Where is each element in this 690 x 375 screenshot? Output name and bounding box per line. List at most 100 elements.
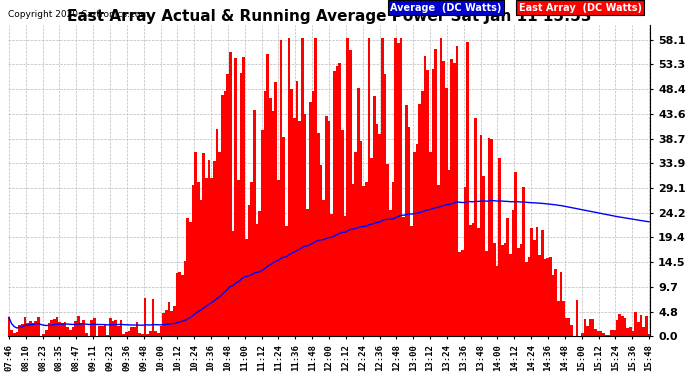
Bar — [389, 210, 392, 336]
Bar — [546, 258, 549, 336]
Bar — [258, 211, 261, 336]
Bar — [319, 165, 322, 336]
Bar — [637, 322, 640, 336]
Bar — [533, 240, 535, 336]
Bar — [306, 209, 309, 336]
Bar — [400, 38, 402, 336]
Bar — [170, 311, 173, 336]
Bar — [53, 318, 56, 336]
Bar — [130, 327, 133, 336]
Bar — [426, 70, 429, 336]
Bar — [218, 152, 221, 336]
Bar — [357, 88, 359, 336]
Bar — [23, 316, 26, 336]
Bar — [615, 320, 618, 336]
Bar — [312, 91, 315, 336]
Bar — [133, 327, 136, 336]
Bar — [10, 330, 13, 336]
Bar — [482, 176, 485, 336]
Bar — [571, 325, 573, 336]
Bar — [562, 301, 565, 336]
Bar — [162, 313, 165, 336]
Bar — [290, 89, 293, 336]
Bar — [77, 316, 79, 336]
Bar — [144, 298, 146, 336]
Bar — [56, 316, 58, 336]
Bar — [531, 228, 533, 336]
Bar — [371, 158, 373, 336]
Bar — [186, 218, 189, 336]
Bar — [16, 332, 18, 336]
Bar — [445, 88, 448, 336]
Bar — [141, 334, 144, 336]
Bar — [432, 69, 435, 336]
Bar — [565, 318, 568, 336]
Bar — [435, 49, 437, 336]
Bar — [338, 63, 341, 336]
Bar — [197, 182, 199, 336]
Bar — [61, 323, 63, 336]
Bar — [63, 322, 66, 336]
Bar — [216, 129, 218, 336]
Bar — [448, 170, 451, 336]
Bar — [415, 144, 418, 336]
Bar — [242, 57, 245, 336]
Bar — [621, 316, 624, 336]
Bar — [18, 325, 21, 336]
Bar — [192, 186, 195, 336]
Bar — [645, 316, 648, 336]
Bar — [13, 333, 16, 336]
Bar — [202, 153, 205, 336]
Bar — [589, 319, 592, 336]
Bar — [640, 315, 642, 336]
Bar — [451, 58, 453, 336]
Bar — [440, 38, 442, 336]
Bar — [341, 130, 344, 336]
Bar — [421, 91, 424, 336]
Bar — [199, 200, 202, 336]
Bar — [50, 320, 53, 336]
Bar — [344, 216, 346, 336]
Bar — [138, 333, 141, 336]
Bar — [152, 299, 155, 336]
Bar — [250, 182, 253, 336]
Bar — [549, 257, 552, 336]
Bar — [642, 327, 645, 336]
Bar — [90, 320, 93, 336]
Bar — [397, 43, 400, 336]
Bar — [266, 54, 269, 336]
Bar — [429, 152, 432, 336]
Bar — [210, 178, 213, 336]
Bar — [472, 222, 475, 336]
Bar — [304, 114, 306, 336]
Bar — [362, 186, 365, 336]
Bar — [205, 178, 208, 336]
Bar — [618, 314, 621, 336]
Bar — [395, 38, 397, 336]
Bar — [368, 38, 371, 336]
Bar — [586, 326, 589, 336]
Bar — [26, 323, 29, 336]
Bar — [253, 110, 255, 336]
Bar — [375, 124, 378, 336]
Bar — [98, 326, 101, 336]
Bar — [37, 317, 39, 336]
Bar — [538, 255, 541, 336]
Bar — [165, 310, 168, 336]
Bar — [45, 330, 48, 336]
Bar — [418, 104, 421, 336]
Bar — [72, 327, 75, 336]
Bar — [600, 331, 602, 336]
Bar — [181, 275, 184, 336]
Bar — [560, 272, 562, 336]
Bar — [515, 172, 517, 336]
Bar — [122, 334, 125, 336]
Bar — [331, 213, 333, 336]
Bar — [455, 46, 458, 336]
Bar — [509, 254, 512, 336]
Bar — [221, 95, 224, 336]
Bar — [333, 71, 335, 336]
Bar — [75, 321, 77, 336]
Bar — [335, 66, 338, 336]
Bar — [493, 243, 495, 336]
